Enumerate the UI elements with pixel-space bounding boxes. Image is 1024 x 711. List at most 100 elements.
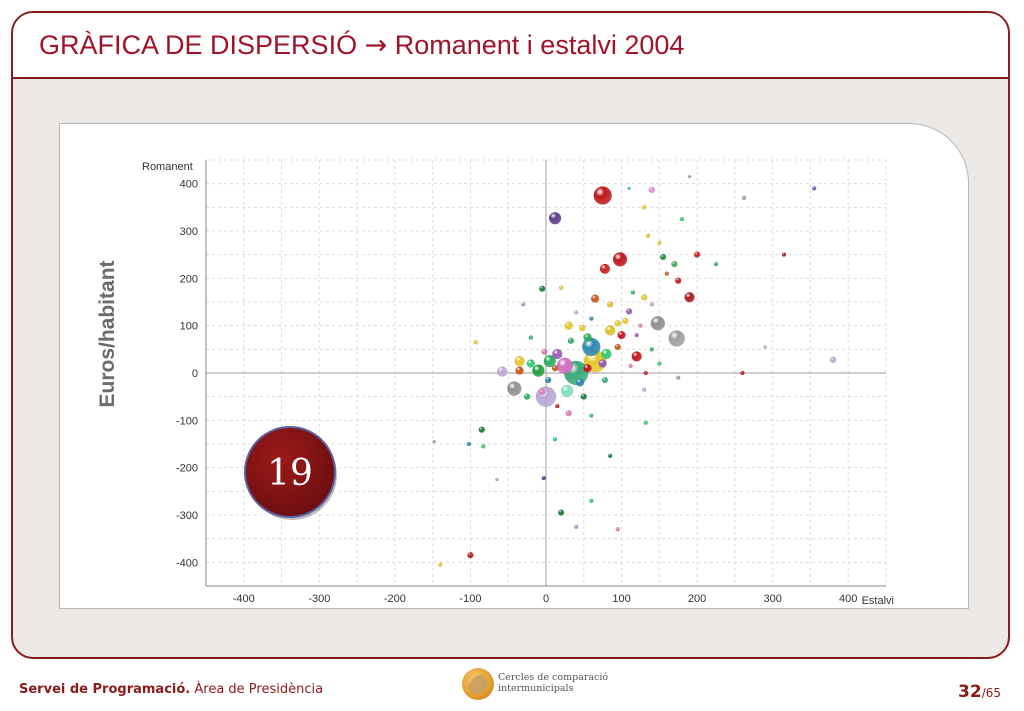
data-point	[614, 320, 622, 327]
title-sub: Romanent i estalvi 2004	[394, 30, 685, 60]
y-tick-label: 400	[180, 179, 198, 191]
data-point	[622, 317, 629, 325]
data-point	[583, 333, 592, 342]
data-point	[679, 216, 685, 222]
data-point	[657, 240, 662, 246]
data-point	[628, 363, 633, 369]
data-point	[649, 347, 655, 352]
data-point	[521, 302, 526, 307]
chart-panel: -400 -300 -200 -100 0 100 200 300 400 400 300 200 10…	[59, 123, 969, 609]
x-tick-label: 0	[543, 593, 549, 605]
data-point	[552, 437, 558, 442]
data-point	[575, 378, 585, 387]
data-point	[532, 364, 545, 377]
data-point	[693, 251, 701, 258]
badge-circle	[244, 426, 336, 518]
data-point	[668, 330, 685, 347]
data-point	[684, 292, 695, 303]
data-point	[615, 526, 621, 532]
data-point	[552, 348, 563, 360]
data-point	[560, 384, 574, 398]
data-point	[630, 290, 636, 295]
data-point	[640, 294, 648, 301]
data-point	[593, 186, 612, 205]
data-point	[763, 345, 767, 349]
data-point	[671, 260, 678, 268]
y-tick-label: 200	[180, 273, 198, 285]
x-tick-label: -100	[459, 593, 481, 605]
page-total: /65	[981, 686, 1001, 700]
data-point	[514, 355, 525, 367]
data-point	[573, 310, 579, 315]
x-tick-label: 200	[688, 593, 706, 605]
data-point	[643, 420, 648, 425]
data-point	[604, 325, 616, 336]
data-point	[674, 277, 682, 284]
data-point	[617, 330, 626, 340]
data-point	[565, 409, 572, 417]
data-point	[638, 323, 643, 328]
y-tick-label: -300	[176, 510, 198, 522]
y-axis-outer-label: Euros/habitant	[96, 260, 119, 407]
data-point	[607, 453, 613, 459]
data-point	[495, 477, 499, 482]
data-point	[551, 365, 559, 372]
data-point	[573, 524, 579, 530]
data-point	[557, 509, 565, 516]
footer-org-rest: Àrea de Presidència	[190, 682, 324, 697]
data-point	[589, 498, 594, 504]
data-point	[478, 426, 486, 434]
x-axis-label: Estalvi	[862, 595, 894, 607]
data-point	[556, 357, 574, 375]
data-point	[538, 388, 546, 396]
data-point	[466, 441, 472, 447]
y-tick-label: -200	[176, 463, 198, 475]
data-point	[535, 386, 557, 407]
data-point	[606, 301, 614, 308]
data-point	[526, 359, 536, 368]
data-point	[481, 444, 486, 449]
data-point	[631, 351, 642, 362]
data-point	[657, 361, 662, 366]
data-point	[645, 233, 651, 238]
x-tick-label: -400	[233, 593, 255, 605]
data-point	[741, 195, 747, 201]
data-point	[713, 261, 719, 267]
footer-org-bold: Servei de Programació.	[19, 682, 191, 697]
badge-number: 19	[267, 453, 313, 494]
slide-frame: GRÀFICA DE DISPERSIÓ → Romanent i estalv…	[11, 11, 1010, 659]
data-point	[437, 562, 443, 567]
logo-text: Cercles de comparació intermunicipals	[498, 672, 608, 694]
data-point	[589, 413, 594, 418]
logo-line-2: intermunicipals	[498, 683, 574, 694]
data-point	[643, 370, 648, 376]
data-point	[612, 252, 628, 267]
data-point	[634, 332, 639, 338]
data-point	[649, 302, 655, 307]
page-number: 32/65	[958, 682, 1001, 702]
data-point	[601, 348, 612, 360]
y-tick-label: -400	[176, 557, 198, 569]
data-point	[580, 393, 588, 400]
data-point	[627, 186, 631, 191]
data-point	[599, 263, 611, 275]
data-point	[625, 308, 633, 315]
data-point	[538, 285, 546, 292]
logo: Cercles de comparació intermunicipals	[460, 666, 608, 706]
data-point	[515, 366, 524, 375]
data-point	[659, 253, 667, 261]
data-point	[590, 294, 600, 303]
data-point	[558, 285, 564, 291]
data-point	[545, 376, 552, 384]
data-point	[589, 316, 594, 321]
y-tick-label: 100	[180, 321, 198, 333]
data-point	[648, 186, 656, 194]
arrow-icon: →	[364, 30, 388, 61]
data-point	[650, 316, 666, 331]
data-point	[523, 393, 531, 400]
x-tick-label: 400	[839, 593, 857, 605]
data-point	[567, 337, 575, 345]
data-point	[548, 211, 562, 225]
data-point	[664, 271, 670, 276]
x-tick-label: 100	[612, 593, 630, 605]
